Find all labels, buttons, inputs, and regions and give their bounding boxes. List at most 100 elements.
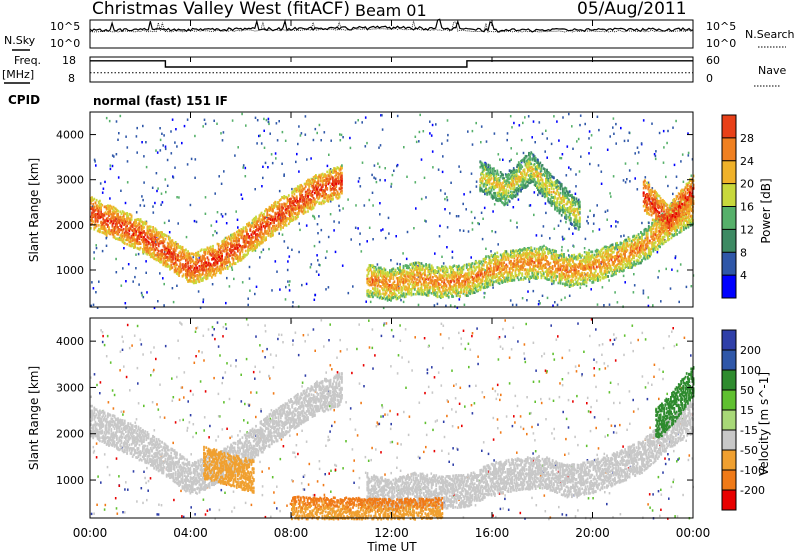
data-cell: [392, 267, 395, 271]
noise-cell: [613, 132, 615, 135]
data-cell: [428, 269, 431, 273]
data-cell: [223, 250, 226, 253]
data-cell: [93, 226, 96, 230]
data-cell: [189, 275, 192, 279]
data-cell: [138, 222, 141, 226]
data-cell: [225, 255, 228, 259]
data-cell: [265, 236, 267, 239]
noise-cell: [494, 230, 497, 234]
noise-cell: [340, 133, 343, 137]
data-cell: [321, 185, 324, 189]
data-cell: [260, 230, 263, 234]
data-cell: [212, 247, 214, 251]
noise-cell: [471, 228, 474, 231]
data-cell: [131, 223, 134, 226]
data-cell: [123, 212, 126, 215]
data-cell: [198, 268, 201, 271]
data-cell: [256, 245, 258, 249]
data-cell: [146, 227, 149, 230]
noise-cell: [310, 263, 313, 266]
noise-cell: [347, 198, 349, 201]
data-cell: [300, 188, 303, 192]
data-cell: [317, 177, 320, 181]
noise-cell: [361, 161, 364, 164]
noise-cell: [604, 210, 607, 213]
noise-cell: [629, 180, 631, 183]
noise-cell: [126, 160, 129, 163]
noise-cell: [396, 164, 398, 168]
data-cell: [247, 250, 249, 253]
data-cell: [381, 269, 383, 273]
data-cell: [270, 218, 273, 222]
data-cell: [336, 197, 339, 200]
data-cell: [203, 262, 205, 265]
data-cell: [154, 235, 157, 239]
data-cell: [290, 197, 292, 201]
noise-cell: [329, 168, 332, 171]
noise-cell: [403, 146, 405, 149]
data-cell: [290, 200, 292, 204]
data-cell: [123, 221, 126, 225]
noise-cell: [459, 229, 461, 232]
data-cell: [194, 271, 196, 274]
noise-cell: [592, 222, 595, 225]
data-cell: [230, 237, 232, 240]
data-cell: [252, 244, 255, 247]
data-cell: [415, 261, 417, 265]
noise-cell: [333, 229, 335, 232]
data-cell: [294, 187, 297, 191]
data-cell: [102, 227, 105, 230]
noise-cell: [242, 164, 245, 167]
data-cell: [377, 292, 380, 296]
data-cell: [117, 221, 119, 224]
data-cell: [226, 252, 229, 255]
data-cell: [373, 274, 375, 277]
data-cell: [339, 171, 342, 175]
data-cell: [382, 279, 384, 282]
data-cell: [338, 195, 341, 199]
data-cell: [122, 214, 125, 218]
noise-cell: [387, 216, 390, 220]
data-cell: [172, 262, 175, 266]
data-cell: [217, 250, 220, 254]
data-cell: [330, 192, 333, 195]
noise-cell: [287, 280, 289, 283]
data-cell: [293, 197, 296, 200]
data-cell: [185, 269, 187, 273]
data-cell: [205, 268, 208, 272]
data-cell: [102, 220, 105, 224]
data-cell: [377, 290, 380, 294]
noise-cell: [342, 207, 344, 210]
data-cell: [107, 207, 109, 211]
noise-cell: [234, 154, 236, 157]
data-cell: [130, 228, 133, 232]
data-cell: [204, 273, 206, 277]
data-cell: [396, 282, 399, 286]
data-cell: [227, 258, 230, 261]
data-cell: [166, 258, 169, 261]
data-cell: [154, 243, 157, 246]
noise-cell: [317, 232, 319, 235]
noise-cell: [541, 132, 544, 135]
data-cell: [134, 233, 136, 237]
data-cell: [325, 182, 327, 186]
noise-cell: [562, 238, 564, 241]
data-cell: [120, 219, 123, 223]
noise-cell: [212, 234, 214, 237]
noise-cell: [545, 129, 547, 132]
noise-cell: [574, 227, 576, 230]
data-cell: [316, 176, 318, 180]
data-cell: [257, 242, 260, 246]
data-cell: [368, 278, 371, 282]
data-cell: [327, 182, 330, 186]
data-cell: [233, 251, 236, 254]
data-cell: [128, 236, 131, 239]
data-cell: [109, 231, 111, 235]
data-cell: [191, 274, 194, 278]
noise-cell: [231, 119, 234, 122]
data-cell: [305, 203, 308, 207]
data-cell: [185, 259, 187, 262]
data-cell: [133, 233, 135, 237]
data-cell: [169, 245, 171, 249]
data-cell: [379, 295, 382, 299]
